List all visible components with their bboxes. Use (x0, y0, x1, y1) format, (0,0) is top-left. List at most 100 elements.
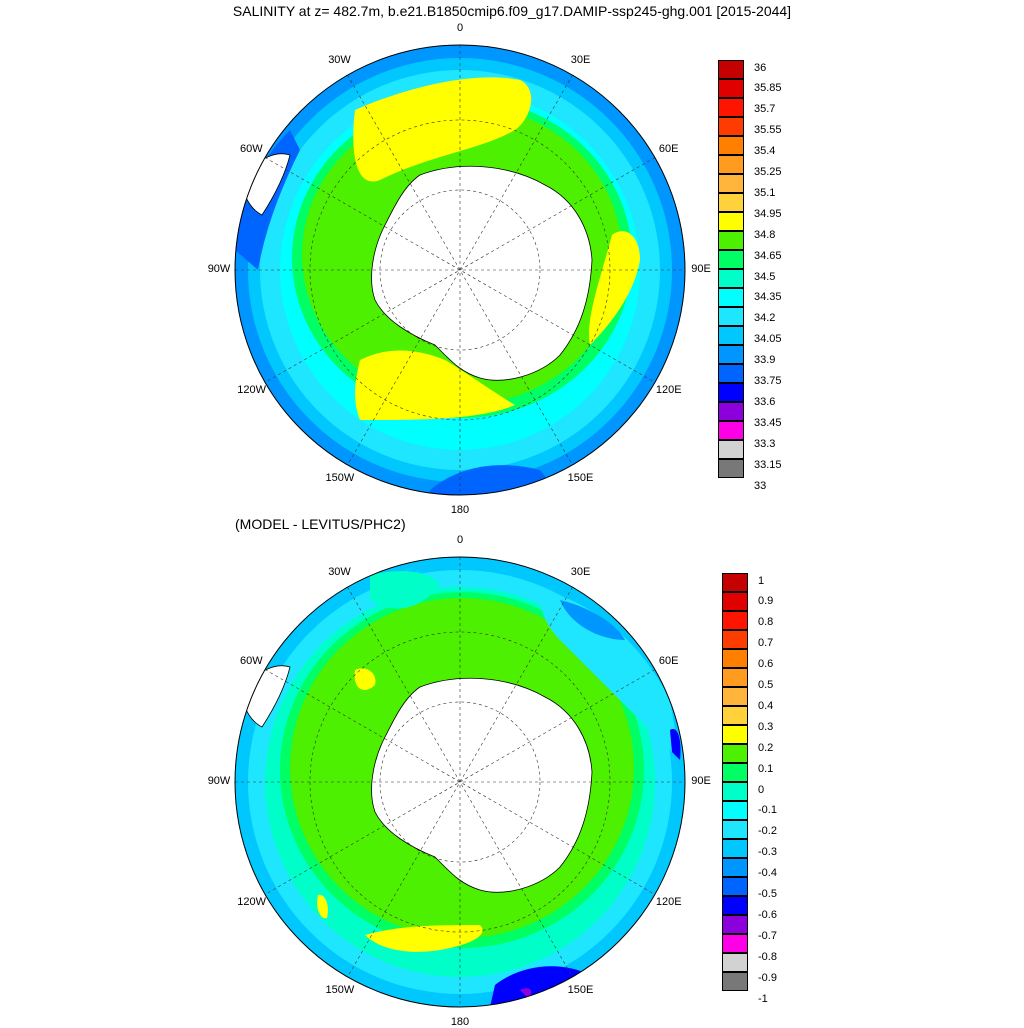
longitude-label: 0 (456, 22, 464, 34)
colorbar-swatch (722, 839, 748, 858)
colorbar-swatch (722, 630, 748, 649)
colorbar-swatch (722, 687, 748, 706)
longitude-label: 150E (567, 983, 594, 996)
colorbar-label: 0.3 (758, 720, 774, 733)
colorbar-label: -1 (758, 992, 768, 1005)
colorbar-label: 33.3 (754, 437, 776, 450)
colorbar-swatch (718, 459, 744, 478)
colorbar-label: 34.05 (754, 333, 782, 346)
colorbar-swatch (722, 877, 748, 896)
colorbar-label: 34.65 (754, 249, 782, 262)
colorbar-swatch (722, 649, 748, 668)
longitude-label: 60E (658, 654, 679, 667)
difference-title: (MODEL - LEVITUS/PHC2) (235, 516, 406, 532)
colorbar-label: -0.1 (758, 804, 777, 817)
colorbar-label: 1 (758, 574, 765, 587)
colorbar-label: 35.25 (754, 166, 782, 179)
colorbar-swatch (718, 250, 744, 269)
colorbar-label: 34.2 (754, 312, 776, 325)
colorbar-label: 34.95 (754, 207, 782, 220)
colorbar-swatch (722, 706, 748, 725)
diff-south-purple (520, 988, 532, 998)
colorbar-label: 35.85 (754, 82, 782, 95)
indian-yellow (589, 231, 640, 345)
longitude-label: 180 (450, 1016, 470, 1028)
map-border-bottom (234, 556, 686, 1008)
longitude-label: 60W (239, 142, 263, 155)
colorbar-swatch (718, 136, 744, 155)
colorbar-swatch (722, 915, 748, 934)
colorbar-label: 0.1 (758, 762, 774, 775)
diff-weddell-yellow (354, 668, 376, 690)
diff-east-blue (560, 600, 625, 640)
longitude-label: 30W (328, 54, 351, 67)
colorbar-label: 33.6 (754, 395, 776, 408)
longitude-label: 90W (207, 775, 231, 787)
colorbar-label: 0.5 (758, 679, 774, 692)
main-title: SALINITY at z= 482.7m, b.e21.B1850cmip6.… (232, 3, 792, 19)
colorbar-label: 0.6 (758, 658, 774, 671)
longitude-label: 120E (655, 895, 682, 908)
salinity-map (234, 44, 686, 496)
longitude-label: 150E (567, 471, 594, 484)
ross-yellow (355, 350, 515, 420)
colorbar-label: 35.4 (754, 145, 776, 158)
colorbar-swatch (722, 611, 748, 630)
colorbar-swatch (722, 801, 748, 820)
colorbar-swatch (722, 934, 748, 953)
colorbar-label: 35.1 (754, 186, 776, 199)
colorbar-swatch (718, 98, 744, 117)
colorbar-swatch (722, 953, 748, 972)
map-border-top (234, 44, 686, 496)
longitude-label: 150W (325, 471, 355, 484)
colorbar-swatch (722, 782, 748, 801)
colorbar-label: -0.2 (758, 825, 777, 838)
colorbar-swatch (722, 763, 748, 782)
longitude-label: 90W (207, 263, 231, 275)
colorbar-swatch (718, 193, 744, 212)
colorbar-label: 35.55 (754, 124, 782, 137)
colorbar-swatch (718, 364, 744, 383)
colorbar-swatch (718, 288, 744, 307)
diff-north-teal (370, 571, 440, 609)
colorbar-label: 0.2 (758, 741, 774, 754)
colorbar-swatch (718, 326, 744, 345)
colorbar-swatch (718, 212, 744, 231)
colorbar-label: -0.9 (758, 971, 777, 984)
colorbar-swatch (718, 231, 744, 250)
colorbar-label: -0.3 (758, 846, 777, 859)
colorbar-label: 0.9 (758, 595, 774, 608)
colorbar-swatch (722, 820, 748, 839)
colorbar-swatch (718, 307, 744, 326)
difference-map (234, 556, 686, 1008)
colorbar-label: -0.7 (758, 929, 777, 942)
colorbar-label: 33.45 (754, 416, 782, 429)
longitude-label: 90E (691, 775, 711, 787)
longitude-label: 120W (237, 383, 267, 396)
colorbar-swatch (722, 573, 748, 592)
graticule (235, 45, 685, 495)
colorbar-swatch (722, 668, 748, 687)
weddell-yellow (353, 77, 532, 182)
longitude-label: 120W (237, 895, 267, 908)
longitude-label: 0 (456, 534, 464, 546)
colorbar-swatch (722, 858, 748, 877)
colorbar-label: 34.35 (754, 291, 782, 304)
colorbar-label: 0 (758, 783, 765, 796)
longitude-label: 180 (450, 504, 470, 516)
colorbar-swatch (718, 79, 744, 98)
colorbar-label: -0.4 (758, 867, 777, 880)
colorbar-label: 0.4 (758, 699, 774, 712)
colorbar-label: 33.15 (754, 458, 782, 471)
diff-east-edge (670, 729, 681, 760)
colorbar-label: 34.5 (754, 270, 776, 283)
colorbar-label: 33.75 (754, 375, 782, 388)
antarctica (371, 165, 593, 381)
diff-east-cyan (539, 590, 680, 760)
colorbar-swatch (722, 896, 748, 915)
colorbar-swatch (722, 972, 748, 991)
colorbar-label: -0.6 (758, 908, 777, 921)
longitude-label: 150W (325, 983, 355, 996)
colorbar-swatch (722, 744, 748, 763)
